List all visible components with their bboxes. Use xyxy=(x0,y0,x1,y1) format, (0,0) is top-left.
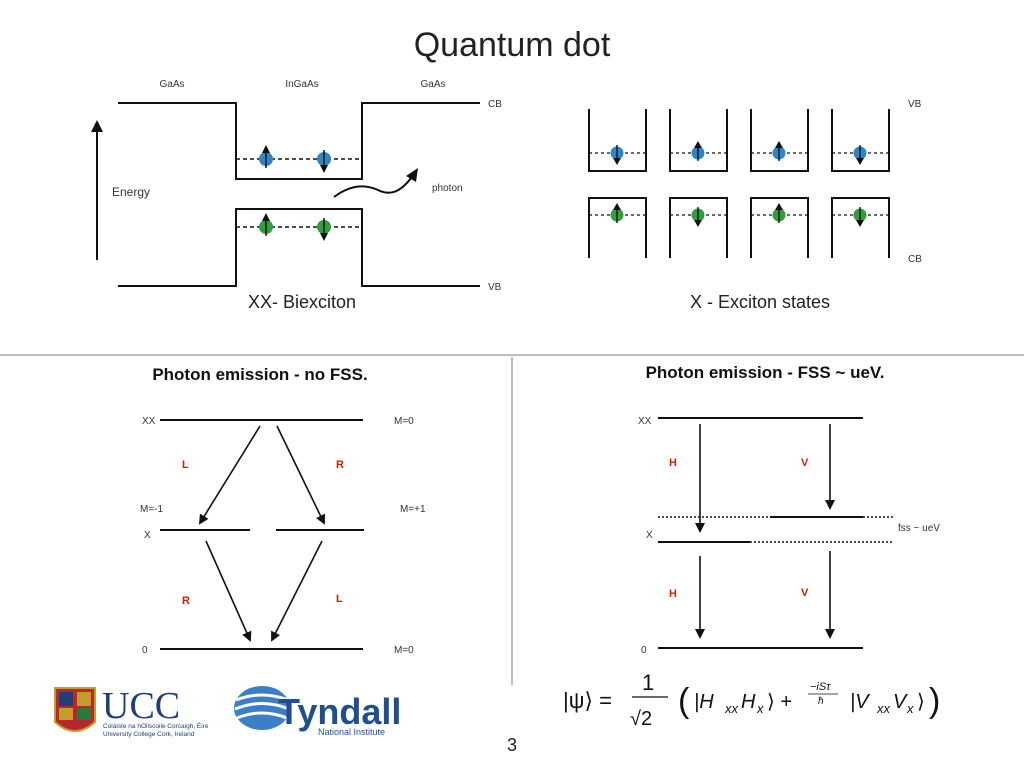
exciton-cb-label: CB xyxy=(908,254,922,265)
exciton-well xyxy=(831,197,890,258)
svg-text:V: V xyxy=(893,691,908,713)
svg-text:xx: xx xyxy=(876,701,891,716)
polarization-label: V xyxy=(801,587,809,599)
state-equation: |ψ⟩ = 1 √2 ( |H xx H x ⟩ + −iSτ ħ |V xx … xyxy=(563,670,940,730)
polarization-label: L xyxy=(336,593,343,605)
fss-label: fss ~ ueV xyxy=(898,523,940,534)
right-material-label: GaAs xyxy=(420,79,445,90)
exciton-well xyxy=(669,109,728,172)
exciton-well xyxy=(588,109,647,172)
ucc-logo: UCC Coláiste na hOllscoile Corcaigh, Éir… xyxy=(54,685,209,738)
svg-text:√2: √2 xyxy=(630,708,652,730)
transition-arrow xyxy=(271,540,323,642)
cb-label: CB xyxy=(488,99,502,110)
polarization-label: H xyxy=(669,588,677,600)
m-minus1-label: M=-1 xyxy=(140,504,164,515)
fss-diagram: XX fss ~ ueV X 0 H V H V xyxy=(638,416,940,656)
fss-heading: Photon emission - FSS ~ ueV. xyxy=(645,363,885,382)
no-fss-heading: Photon emission - no FSS. xyxy=(152,365,368,384)
svg-text:|H: |H xyxy=(694,691,714,713)
svg-text:xx: xx xyxy=(724,701,739,716)
transition-arrow xyxy=(205,540,252,642)
no-fss-diagram: XX M=0 M=-1 M=+1 X 0 M=0 L R R L xyxy=(140,416,426,656)
exciton-well xyxy=(750,109,809,172)
polarization-label: H xyxy=(669,457,677,469)
svg-text:⟩: ⟩ xyxy=(917,691,925,713)
ucc-line1: Coláiste na hOllscoile Corcaigh, Éire xyxy=(103,721,209,730)
slide-title: Quantum dot xyxy=(413,26,611,64)
vb-label: VB xyxy=(488,282,502,293)
svg-text:): ) xyxy=(929,682,940,720)
tyndall-wordmark: Tyndall xyxy=(278,691,401,732)
transition-arrow xyxy=(198,425,261,525)
svg-text:(: ( xyxy=(678,682,690,720)
spin-up-icon xyxy=(775,203,783,210)
exciton-well xyxy=(750,197,809,258)
xx-level-label: XX xyxy=(142,416,156,427)
spin-up-arrowhead xyxy=(262,145,270,153)
exciton-caption: X - Exciton states xyxy=(690,292,830,312)
svg-text:x: x xyxy=(756,701,764,716)
svg-text:1: 1 xyxy=(642,670,654,695)
spin-down-icon xyxy=(856,158,864,165)
biexciton-caption: XX- Biexciton xyxy=(248,292,356,312)
zero-level-label: 0 xyxy=(142,645,148,656)
page-number: 3 xyxy=(506,735,517,755)
tyndall-subtitle: National Institute xyxy=(318,727,385,737)
spin-down-arrowhead xyxy=(320,165,328,173)
spin-up-arrowhead xyxy=(262,213,270,221)
tyndall-logo: Tyndall National Institute xyxy=(234,686,401,737)
spin-down-icon xyxy=(856,220,864,227)
m-plus1-label: M=+1 xyxy=(400,504,426,515)
spin-down-arrowhead xyxy=(320,233,328,241)
svg-text:⟩ +: ⟩ + xyxy=(767,691,792,713)
transition-arrow xyxy=(276,425,326,525)
m0-bottom-label: M=0 xyxy=(394,645,414,656)
ucc-line2: University College Cork, Ireland xyxy=(103,731,195,738)
spin-down-icon xyxy=(613,158,621,165)
svg-text:ħ: ħ xyxy=(818,696,824,707)
middle-material-label: InGaAs xyxy=(285,79,318,90)
energy-label: Energy xyxy=(112,185,150,199)
biexciton-diagram: GaAs InGaAs GaAs CB VB Energy xyxy=(91,79,502,312)
spin-up-icon xyxy=(613,203,621,210)
svg-text:H: H xyxy=(741,691,756,713)
spin-down-icon xyxy=(694,220,702,227)
exciton-diagram: VB CB xyxy=(588,99,922,312)
conduction-band-edge xyxy=(118,102,480,180)
valence-band-edge xyxy=(118,208,480,287)
photon-label: photon xyxy=(432,183,463,194)
svg-text:|ψ⟩ =: |ψ⟩ = xyxy=(563,688,612,713)
svg-text:−iSτ: −iSτ xyxy=(810,681,831,693)
x-level-label: X xyxy=(144,530,151,541)
svg-text:x: x xyxy=(906,701,914,716)
xx-level-label: XX xyxy=(638,416,652,427)
energy-arrowhead xyxy=(91,120,103,132)
polarization-label: R xyxy=(336,459,344,471)
spin-up-icon xyxy=(694,141,702,148)
photon-arrow xyxy=(333,173,415,198)
left-material-label: GaAs xyxy=(159,79,184,90)
polarization-label: V xyxy=(801,457,809,469)
svg-text:|V: |V xyxy=(850,691,870,713)
exciton-lower-wells xyxy=(588,197,890,258)
exciton-well xyxy=(831,109,890,172)
exciton-vb-label: VB xyxy=(908,99,922,110)
exciton-well xyxy=(669,197,728,258)
polarization-label: L xyxy=(182,459,189,471)
photon-arrowhead xyxy=(406,168,418,182)
exciton-upper-wells xyxy=(588,109,890,172)
ucc-wordmark: UCC xyxy=(102,685,180,727)
exciton-well xyxy=(588,197,647,258)
polarization-label: R xyxy=(182,595,190,607)
spin-up-icon xyxy=(775,141,783,148)
zero-level-label: 0 xyxy=(641,645,647,656)
x-level-label: X xyxy=(646,530,653,541)
m0-top-label: M=0 xyxy=(394,416,414,427)
